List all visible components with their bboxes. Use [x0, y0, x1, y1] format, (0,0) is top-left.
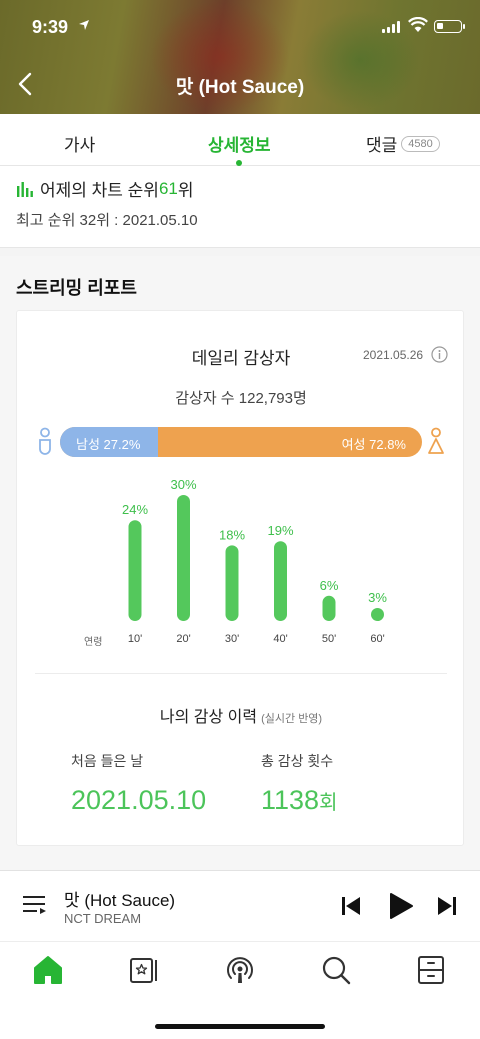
best-rank: 최고 순위 32위 : 2021.05.10: [16, 212, 198, 229]
age-bar-value-label: 18%: [219, 527, 245, 542]
play-icon[interactable]: [388, 892, 414, 920]
male-icon: [39, 427, 51, 455]
cellular-signal-icon: [382, 20, 400, 33]
tab-bar: 가사 상세정보 댓글 4580: [0, 114, 480, 166]
age-distribution-chart: 24% 10' 30% 20' 18% 30' 19% 40' 6% 50' 3% 60': [122, 477, 387, 645]
report-date: 2021.05.26: [363, 348, 424, 362]
tab-lyrics[interactable]: 가사: [64, 136, 96, 155]
total-count-unit: 회: [319, 792, 338, 814]
age-category-label: 10': [128, 633, 142, 645]
previous-track-icon[interactable]: [340, 895, 362, 917]
tab-detail[interactable]: 상세정보: [208, 131, 271, 166]
rank-suffix: 위: [177, 181, 194, 200]
age-bar-value-label: 19%: [267, 523, 293, 538]
bottom-navigation: [0, 942, 480, 1039]
wifi-icon: [408, 17, 428, 32]
player-song-title[interactable]: 맛 (Hot Sauce): [64, 891, 176, 910]
album-icon[interactable]: [128, 954, 160, 986]
realtime-hint: (실시간 반영): [261, 713, 323, 725]
age-bar-value-label: 3%: [368, 590, 387, 605]
playlist-icon[interactable]: [22, 893, 48, 917]
tab-comments[interactable]: 댓글 4580: [366, 131, 440, 156]
header-background-art: [150, 0, 290, 114]
divider: [35, 673, 447, 674]
comment-count-badge: 4580: [401, 135, 440, 152]
streaming-report-title: 스트리밍 리포트: [16, 278, 137, 298]
total-count-label: 총 감상 횟수: [261, 753, 334, 769]
podcast-icon[interactable]: [224, 954, 256, 986]
age-bar-1: [177, 495, 190, 621]
mini-player[interactable]: 맛 (Hot Sauce) NCT DREAM: [0, 870, 480, 942]
age-bar-3: [274, 541, 287, 621]
next-track-icon[interactable]: [436, 895, 458, 917]
chart-bars-icon: [17, 181, 33, 197]
header: 9:39 맛 (Hot Sauce): [0, 0, 480, 114]
my-history-title-text: 나의 감상 이력: [159, 709, 258, 726]
age-category-label: 20': [176, 633, 190, 645]
info-icon[interactable]: [431, 346, 448, 363]
home-indicator: [155, 1024, 325, 1029]
age-axis-label: 연령: [84, 637, 103, 648]
age-category-label: 60': [370, 633, 384, 645]
listener-count: 감상자 수 122,793명: [175, 390, 307, 407]
age-bar-value-label: 6%: [320, 578, 339, 593]
age-bar-value-label: 24%: [122, 502, 148, 517]
search-icon[interactable]: [320, 954, 352, 986]
player-artist[interactable]: NCT DREAM: [64, 911, 142, 926]
battery-icon: [434, 20, 465, 33]
library-icon[interactable]: [415, 954, 447, 986]
rank-prefix: 어제의 차트 순위: [40, 181, 159, 200]
age-category-label: 50': [322, 633, 336, 645]
age-category-label: 40': [273, 633, 287, 645]
age-bar-0: [128, 520, 142, 621]
daily-listeners-title: 데일리 감상자: [191, 349, 291, 368]
chart-rank-section: 어제의 차트 순위 61 위 최고 순위 32위 : 2021.05.10: [0, 166, 480, 248]
first-listen-date: 2021.05.10: [71, 785, 207, 815]
my-history-title: 나의 감상 이력 (실시간 반영): [17, 703, 465, 727]
female-ratio-label: 여성 72.8%: [341, 437, 406, 452]
back-button[interactable]: [14, 70, 38, 98]
total-count-value: 1138회: [261, 785, 337, 816]
tab-comments-label: 댓글: [366, 136, 398, 155]
female-icon: [428, 427, 444, 454]
male-ratio-label: 남성 27.2%: [76, 437, 141, 452]
status-time: 9:39: [32, 17, 69, 37]
age-bar-5: [371, 608, 384, 621]
status-bar: 9:39: [0, 0, 480, 56]
streaming-report-section: 스트리밍 리포트 데일리 감상자 2021.05.26 감상자 수 122,79…: [0, 256, 480, 870]
gender-ratio-bar: 남성 27.2% 여성 72.8%: [60, 427, 422, 457]
home-icon[interactable]: [32, 954, 64, 986]
age-category-label: 30': [225, 633, 239, 645]
total-count-number: 1138: [261, 785, 320, 815]
header-background-art: [300, 10, 420, 110]
first-listen-label: 처음 들은 날: [71, 753, 144, 769]
page-title: 맛 (Hot Sauce): [175, 77, 305, 98]
age-bar-value-label: 30%: [170, 477, 196, 492]
age-bar-4: [322, 595, 336, 621]
yesterday-rank: 어제의 차트 순위 61 위: [16, 176, 194, 201]
rank-number: 61: [158, 178, 178, 198]
male-ratio-fill: [60, 427, 159, 457]
age-bar-2: [225, 545, 239, 621]
location-arrow-icon: [79, 20, 89, 30]
report-card: 데일리 감상자 2021.05.26 감상자 수 122,793명 남성 27.…: [16, 310, 464, 846]
